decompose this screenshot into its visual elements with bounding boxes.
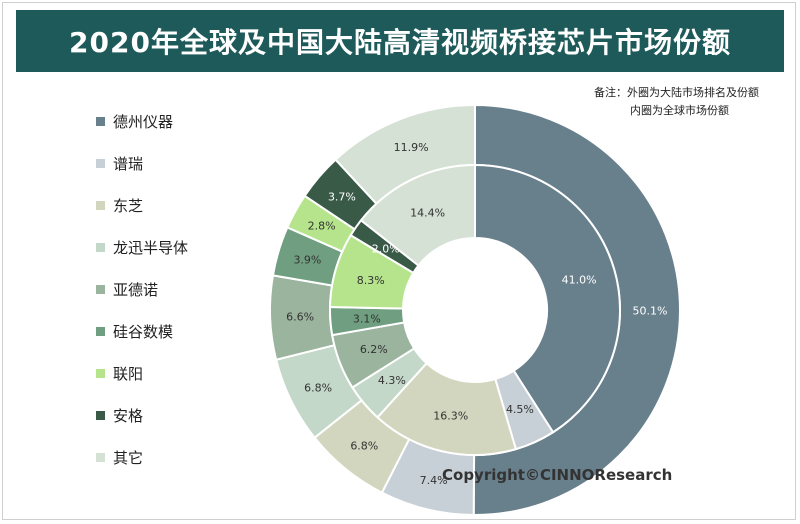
- legend-swatch: [96, 326, 105, 336]
- legend: 德州仪器谱瑞东芝龙迅半导体亚德诺硅谷数模联阳安格其它: [96, 100, 188, 478]
- legend-swatch: [96, 116, 105, 126]
- inner-ring-label-2: 16.3%: [433, 410, 468, 423]
- legend-label: 德州仪器: [113, 112, 174, 131]
- legend-item: 其它: [96, 436, 188, 478]
- legend-label: 联阳: [113, 364, 144, 383]
- legend-label: 东芝: [113, 196, 144, 215]
- chart-note: 备注：外圈为大陆市场排名及份额 内圈为全球市场份额: [594, 84, 759, 120]
- inner-ring-label-0: 41.0%: [562, 274, 597, 287]
- legend-label: 安格: [113, 406, 144, 425]
- chart-title: 2020年全球及中国大陆高清视频桥接芯片市场份额: [69, 26, 731, 59]
- outer-ring-label-0: 50.1%: [633, 305, 668, 318]
- inner-ring-label-8: 14.4%: [410, 206, 445, 219]
- legend-item: 东芝: [96, 184, 188, 226]
- outer-ring-label-2: 6.8%: [350, 440, 378, 453]
- legend-item: 谱瑞: [96, 142, 188, 184]
- outer-ring-label-5: 3.9%: [293, 254, 321, 267]
- title-bar: 2020年全球及中国大陆高清视频桥接芯片市场份额: [16, 10, 784, 72]
- outer-ring-label-4: 6.6%: [286, 311, 314, 324]
- legend-item: 亚德诺: [96, 268, 188, 310]
- legend-swatch: [96, 158, 105, 168]
- legend-item: 硅谷数模: [96, 310, 188, 352]
- inner-ring-label-1: 4.5%: [506, 403, 534, 416]
- inner-ring-slice-8: [359, 163, 476, 267]
- legend-label: 谱瑞: [113, 154, 144, 173]
- inner-ring-slice-0: [474, 163, 621, 434]
- legend-item: 德州仪器: [96, 100, 188, 142]
- legend-item: 龙迅半导体: [96, 226, 188, 268]
- inner-ring-label-6: 8.3%: [357, 274, 385, 287]
- legend-swatch: [96, 452, 105, 462]
- copyright-text: Copyright©CINNOResearch: [442, 466, 673, 484]
- legend-label: 亚德诺: [113, 280, 159, 299]
- inner-ring-label-5: 3.1%: [353, 312, 381, 325]
- legend-label: 硅谷数模: [113, 322, 174, 341]
- outer-ring-label-3: 6.8%: [304, 381, 332, 394]
- note-line-2: 内圈为全球市场份额: [630, 104, 729, 117]
- outer-ring-label-6: 2.8%: [308, 220, 336, 233]
- legend-swatch: [96, 242, 105, 252]
- inner-ring-label-4: 6.2%: [360, 343, 388, 356]
- outer-ring-label-1: 7.4%: [420, 474, 448, 487]
- inner-ring-label-3: 4.3%: [378, 374, 406, 387]
- legend-swatch: [96, 368, 105, 378]
- legend-swatch: [96, 410, 105, 420]
- legend-item: 联阳: [96, 352, 188, 394]
- outer-ring-label-7: 3.7%: [328, 190, 356, 203]
- outer-ring-label-8: 11.9%: [394, 141, 429, 154]
- legend-item: 安格: [96, 394, 188, 436]
- legend-swatch: [96, 284, 105, 294]
- legend-swatch: [96, 200, 105, 210]
- legend-label: 龙迅半导体: [113, 238, 189, 257]
- note-line-1: 备注：外圈为大陆市场排名及份额: [594, 86, 759, 99]
- legend-label: 其它: [113, 448, 144, 467]
